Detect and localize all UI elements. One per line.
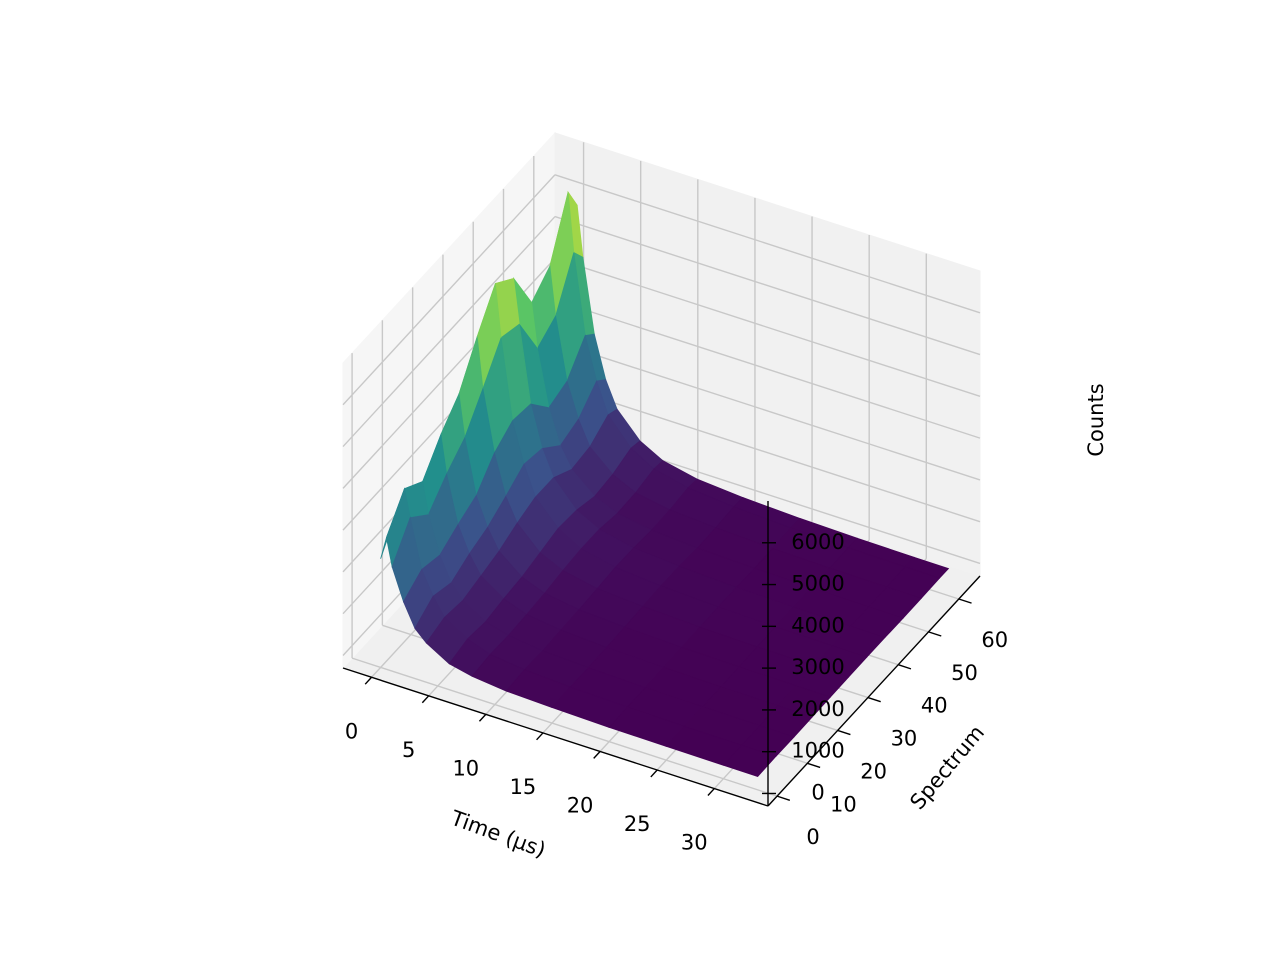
y-tick-label: 40 (921, 694, 948, 718)
z-tick-label: 0 (811, 780, 824, 804)
z-tick-label: 2000 (791, 697, 844, 721)
surface-face (722, 744, 777, 777)
tick-mark (650, 769, 658, 778)
grid-line (554, 257, 981, 398)
tick-mark (593, 750, 601, 759)
tick-mark (837, 729, 851, 736)
tick-mark (776, 795, 791, 801)
x-axis-line (342, 667, 769, 807)
grid-line (351, 657, 778, 797)
y-tick-label: 30 (891, 727, 918, 751)
y-axis-line (767, 575, 981, 807)
z-tick-label: 6000 (791, 530, 844, 554)
surface (380, 190, 950, 777)
tick-mark (928, 631, 942, 637)
z-tick-label: 1000 (791, 739, 844, 763)
y-tick-label: 60 (981, 628, 1008, 652)
x-tick-label: 20 (567, 793, 594, 817)
grid-line (554, 299, 981, 439)
z-tick-label: 5000 (791, 572, 844, 596)
tick-mark (421, 695, 430, 704)
x-tick-label: 15 (510, 775, 537, 799)
z-tick-label: 4000 (791, 613, 844, 637)
x-tick-label: 0 (345, 719, 358, 743)
grid-line (554, 174, 981, 314)
y-tick-label: 50 (951, 661, 978, 685)
grid-line (554, 215, 981, 356)
grid-line (342, 216, 556, 448)
x-tick-label: 25 (624, 812, 651, 836)
x-tick-label: 5 (402, 738, 415, 762)
tick-mark (898, 664, 912, 670)
tick-mark (867, 696, 881, 703)
x-tick-label: 10 (452, 756, 479, 780)
z-axis-label: Counts (1084, 383, 1108, 456)
x-tick-label: 30 (681, 831, 708, 855)
grid-line (554, 341, 981, 481)
y-tick-label: 0 (806, 825, 819, 849)
tick-mark (807, 762, 821, 769)
tick-mark (707, 788, 715, 796)
tick-mark (478, 713, 487, 722)
z-tick-label: 3000 (791, 655, 844, 679)
tick-mark (364, 676, 373, 685)
tick-mark (958, 598, 972, 604)
y-tick-label: 20 (860, 759, 887, 783)
y-tick-label: 10 (830, 792, 857, 816)
grid-line (554, 383, 981, 523)
tick-mark (536, 732, 544, 741)
grid-line (342, 174, 556, 406)
